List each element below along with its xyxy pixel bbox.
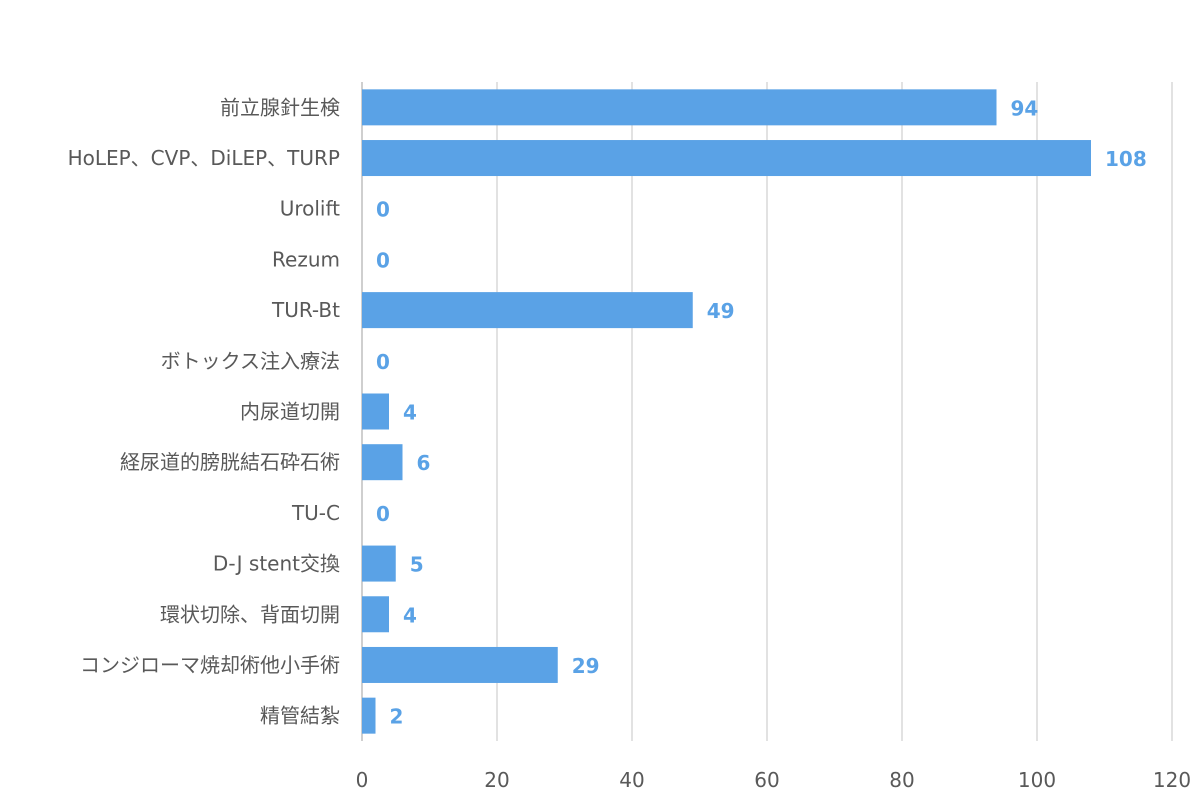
x-tick-label: 0: [356, 768, 369, 792]
value-label: 49: [707, 299, 735, 323]
value-labels: 94 108 0 0 49 0 4 6 0 5 4 29 2: [376, 96, 1147, 728]
x-tick-label: 40: [619, 768, 644, 792]
value-label: 94: [1011, 96, 1039, 120]
value-label: 0: [376, 350, 390, 374]
category-label: 経尿道的膀胱結石砕石術: [120, 450, 340, 474]
value-label: 2: [390, 705, 404, 729]
category-label: TU-C: [291, 501, 340, 525]
category-label: 環状切除、背面切開: [160, 602, 340, 626]
bar: [362, 393, 389, 430]
category-label: D-J stent交換: [213, 552, 340, 576]
value-label: 4: [403, 401, 417, 425]
category-label: HoLEP、CVP、DiLEP、TURP: [68, 146, 340, 170]
bar: [362, 89, 997, 126]
gridlines: [361, 82, 1173, 741]
x-tick-label: 100: [1018, 768, 1056, 792]
value-label: 5: [410, 553, 424, 577]
value-label: 0: [376, 248, 390, 272]
value-label: 108: [1105, 147, 1147, 171]
category-label: 内尿道切開: [240, 400, 340, 424]
value-label: 4: [403, 603, 417, 627]
x-tick-label: 20: [484, 768, 509, 792]
value-label: 0: [376, 502, 390, 526]
category-label: 前立腺針生検: [220, 95, 340, 119]
category-label: Urolift: [280, 197, 340, 221]
x-tick-label: 120: [1153, 768, 1191, 792]
bar: [362, 697, 376, 734]
bar: [362, 140, 1091, 177]
x-tick-label: 80: [889, 768, 914, 792]
category-labels: 前立腺針生検 HoLEP、CVP、DiLEP、TURP Urolift Rezum TU…: [68, 95, 341, 727]
x-tick-label: 60: [754, 768, 779, 792]
category-label: TUR-Bt: [271, 298, 340, 322]
bar: [362, 596, 389, 633]
category-label: Rezum: [272, 247, 340, 271]
value-label: 29: [572, 654, 600, 678]
category-label: コンジローマ焼却術他小手術: [80, 653, 340, 677]
bar: [362, 444, 403, 481]
bar: [362, 292, 693, 329]
bar: [362, 545, 396, 582]
x-axis-ticks: 0 20 40 60 80 100 120: [356, 768, 1191, 792]
category-label: ボトックス注入療法: [161, 349, 340, 373]
bar: [362, 646, 558, 683]
value-label: 6: [417, 451, 431, 475]
value-label: 0: [376, 198, 390, 222]
category-label: 精管結紮: [260, 704, 340, 728]
bars: [362, 89, 1091, 734]
